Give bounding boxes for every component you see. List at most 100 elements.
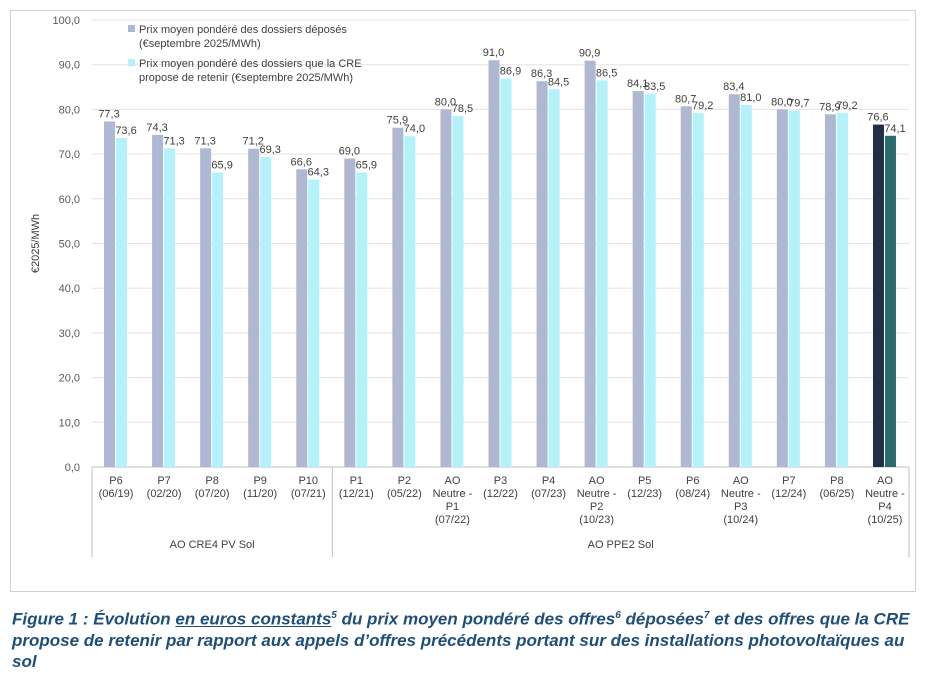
x-tick-label: (07/22) (435, 514, 470, 526)
data-label-retenus: 65,9 (356, 159, 377, 171)
y-tick-label: 10,0 (59, 417, 80, 429)
x-tick-label: AO (444, 475, 460, 487)
x-tick-label: P1 (446, 501, 459, 513)
x-tick-label: (08/24) (675, 488, 710, 500)
data-label-retenus: 64,3 (308, 167, 329, 179)
bar-deposes (584, 60, 596, 467)
data-label-deposes: 80,0 (771, 96, 792, 108)
y-axis-title: €2025/MWh (30, 214, 42, 273)
x-tick-label: Neutre - (433, 488, 473, 500)
data-label-deposes: 69,0 (339, 146, 360, 158)
x-tick-label: AO (589, 475, 605, 487)
data-label-deposes: 66,6 (291, 156, 312, 168)
legend-label-deposes: Prix moyen pondéré des dossiers déposés (139, 24, 347, 36)
x-tick-label: AO (877, 475, 893, 487)
figure-caption: Figure 1 : Évolution en euros constants5… (12, 605, 918, 672)
x-tick-label: (10/24) (723, 514, 758, 526)
bar-retenus (164, 148, 176, 467)
legend-label-retenus: propose de retenir (€septembre 2025/MWh) (139, 72, 353, 84)
x-tick-label: (12/23) (627, 488, 662, 500)
x-tick-label: P8 (830, 475, 843, 487)
x-tick-label: (07/20) (195, 488, 230, 500)
bar-deposes (824, 114, 836, 467)
caption-part3: déposées (620, 609, 704, 629)
x-tick-label: P3 (494, 475, 507, 487)
bar-deposes (152, 134, 164, 467)
data-label-retenus: 81,0 (740, 92, 761, 104)
x-tick-label: P9 (253, 475, 266, 487)
bar-retenus (500, 78, 512, 467)
bar-deposes (296, 169, 308, 467)
bar-retenus (788, 110, 800, 467)
data-label-retenus: 74,1 (884, 123, 905, 135)
bar-deposes (392, 127, 404, 468)
y-tick-label: 90,0 (59, 60, 80, 72)
legend-swatch-retenus (128, 59, 135, 66)
y-tick-label: 60,0 (59, 194, 80, 206)
data-label-deposes: 71,3 (194, 135, 215, 147)
data-label-deposes: 77,3 (98, 108, 119, 120)
x-tick-label: (02/20) (147, 488, 182, 500)
data-label-deposes: 76,6 (867, 112, 888, 124)
x-tick-label: P2 (398, 475, 411, 487)
data-label-retenus: 86,5 (596, 67, 617, 79)
x-tick-label: (07/23) (531, 488, 566, 500)
x-tick-label: P5 (638, 475, 651, 487)
caption-part4: et des offres que la CRE propose de rete… (12, 609, 910, 671)
y-tick-label: 40,0 (59, 283, 80, 295)
group-label: AO PPE2 Sol (588, 539, 654, 551)
data-label-retenus: 79,7 (788, 98, 809, 110)
bar-chart: 0,0 10,0 20,0 30,0 40,0 50,0 60,0 70,0 80,0 90,0 1… (30, 15, 910, 557)
data-label-retenus: 71,3 (163, 135, 184, 147)
bar-deposes (104, 121, 116, 468)
bar-deposes (248, 148, 260, 467)
caption-footnote-6: 6 (615, 610, 621, 621)
legend-swatch-deposes (128, 25, 135, 32)
x-tick-label: P3 (734, 501, 747, 513)
x-tick-label: P1 (350, 475, 363, 487)
data-label-retenus: 86,9 (500, 66, 521, 78)
y-tick-label: 50,0 (59, 239, 80, 251)
bar-deposes (776, 109, 788, 468)
data-label-retenus: 79,2 (836, 100, 857, 112)
x-tick-label: Neutre - (721, 488, 761, 500)
bar-retenus (356, 172, 368, 467)
data-label-deposes: 71,2 (242, 136, 263, 148)
group-label: AO CRE4 PV Sol (170, 539, 255, 551)
x-tick-label: (11/20) (243, 488, 277, 500)
data-label-deposes: 78,9 (819, 101, 840, 113)
bar-retenus (404, 136, 416, 467)
x-tick-label: P10 (298, 475, 318, 487)
x-tick-label: P4 (878, 501, 891, 513)
bar-retenus (116, 138, 128, 467)
bar-retenus (740, 104, 752, 468)
x-tick-label: P2 (590, 501, 603, 513)
bar-deposes (488, 60, 500, 467)
x-tick-label: (07/21) (291, 488, 326, 500)
x-tick-label: Neutre - (865, 488, 905, 500)
bar-deposes (344, 158, 356, 467)
x-tick-label: AO (733, 475, 749, 487)
x-tick-label: P6 (686, 475, 699, 487)
data-label-deposes: 75,9 (387, 115, 408, 127)
data-label-retenus: 69,3 (259, 144, 280, 156)
data-label-retenus: 65,9 (211, 159, 232, 171)
bar-retenus (452, 116, 464, 467)
bar-retenus (884, 135, 896, 467)
y-tick-label: 100,0 (52, 15, 80, 27)
legend-label-deposes: (€septembre 2025/MWh) (139, 38, 261, 50)
bar-deposes (200, 148, 212, 467)
bar-deposes (632, 91, 644, 467)
bar-retenus (212, 172, 224, 467)
y-tick-label: 0,0 (65, 462, 80, 474)
x-tick-label: (12/24) (771, 488, 806, 500)
x-tick-label: (12/22) (483, 488, 518, 500)
data-label-deposes: 80,0 (435, 96, 456, 108)
data-label-deposes: 74,3 (146, 122, 167, 134)
x-tick-label: (10/25) (868, 514, 903, 526)
bar-retenus (308, 179, 320, 468)
data-label-retenus: 74,0 (404, 123, 425, 135)
x-tick-label: (06/19) (99, 488, 134, 500)
bar-deposes (872, 124, 884, 468)
caption-part1: Figure 1 : Évolution (12, 609, 176, 629)
